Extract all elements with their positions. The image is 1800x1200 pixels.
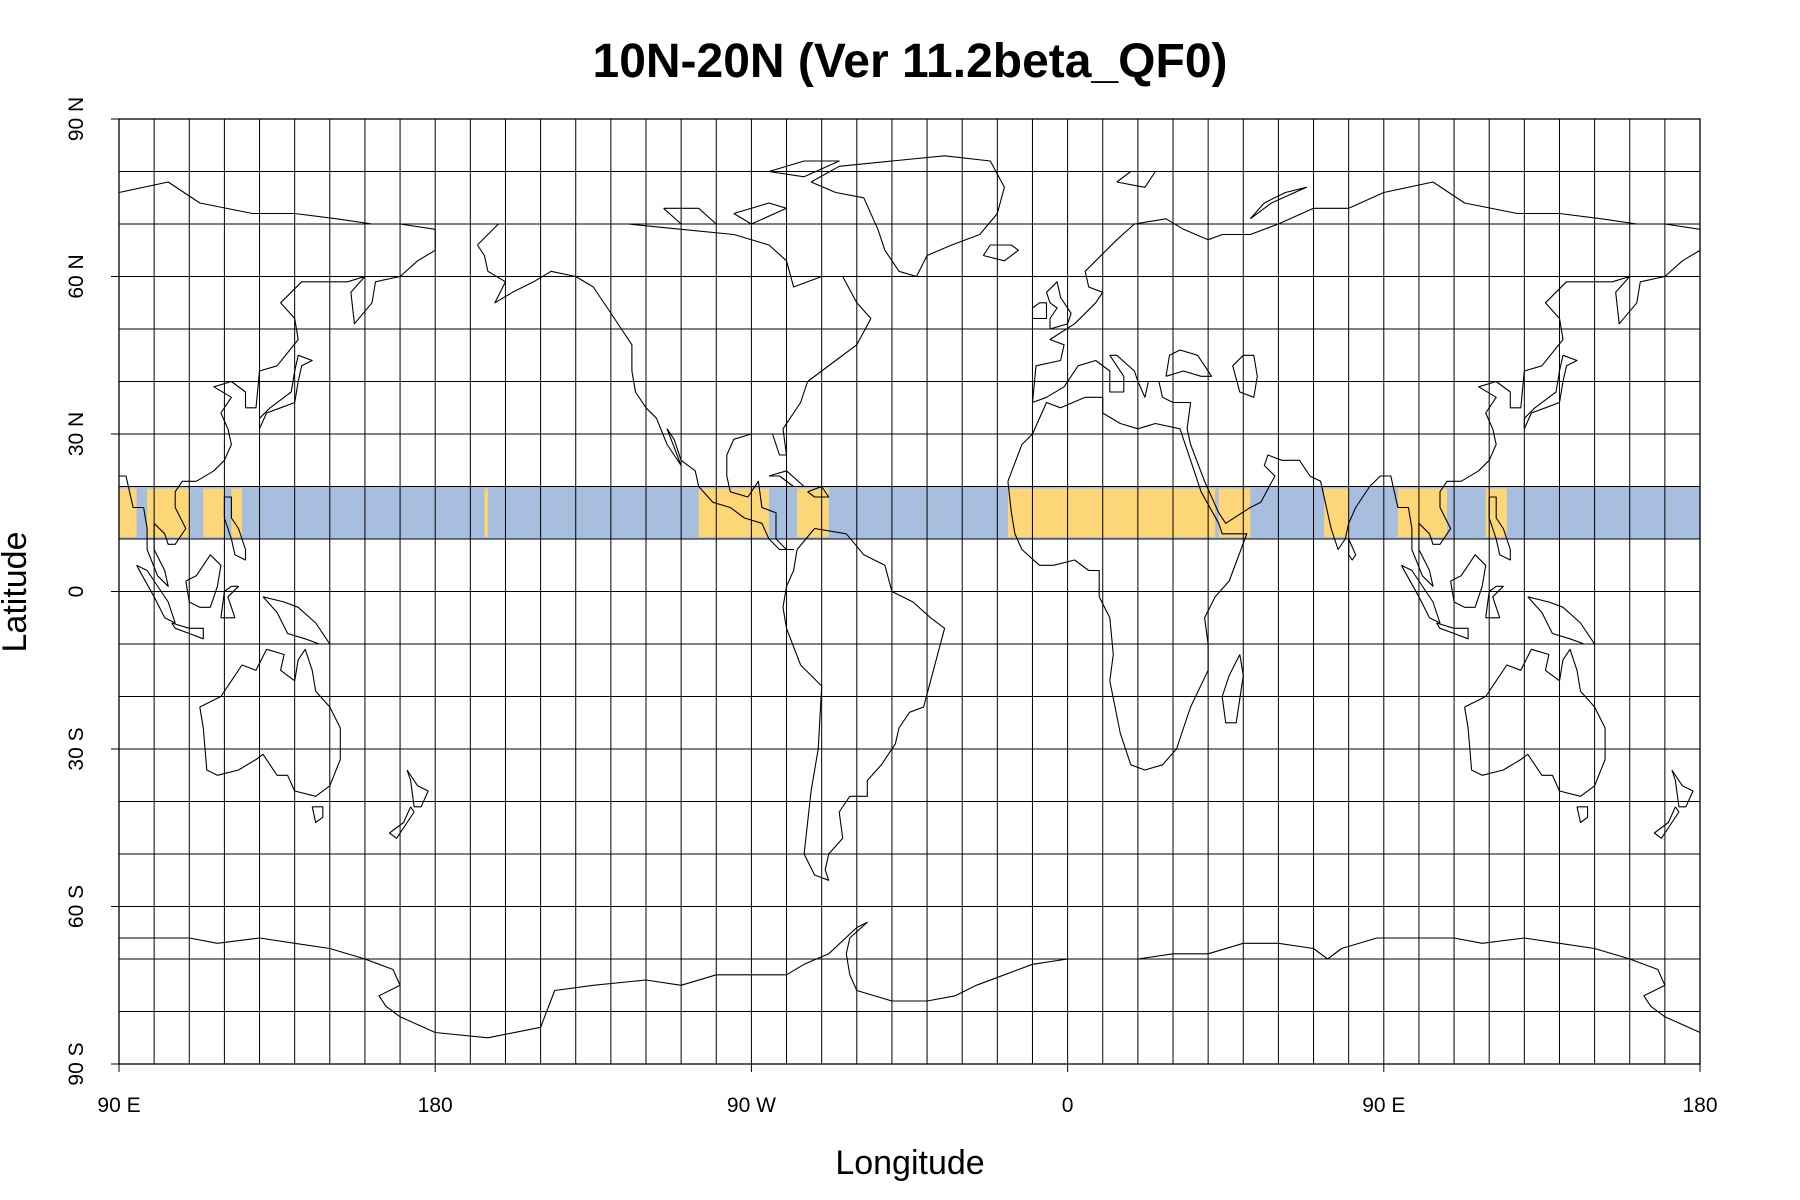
- coastline-path: [1031, 181, 1700, 587]
- band-land: [119, 488, 137, 537]
- y-axis-ticks: 90 N 60 N 30 N 0 30 S 60 S 90 S: [65, 97, 119, 1086]
- coastline-path: [258, 354, 313, 430]
- coastline-path: [220, 585, 240, 619]
- coastline-path: [1450, 554, 1487, 608]
- coastline-path: [1671, 769, 1694, 808]
- coastline-path: [733, 202, 788, 225]
- coastline-path: [136, 564, 176, 624]
- y-tick-label: 90 N: [65, 97, 88, 141]
- coastline-path: [768, 470, 805, 488]
- coastline-path: [84, 539, 91, 560]
- latitude-band: [119, 486, 1700, 539]
- coastline-path: [1488, 496, 1511, 561]
- coastline-path: [1464, 648, 1606, 797]
- coastline-path: [1527, 596, 1596, 645]
- y-tick-label: 90 S: [65, 1042, 88, 1085]
- band-land: [231, 488, 242, 537]
- coastline-path: [1045, 281, 1072, 330]
- coastline-path: [1576, 806, 1589, 824]
- y-axis-title: Latitude: [0, 532, 34, 653]
- coastline-path: [1485, 585, 1504, 619]
- coastline-path: [807, 485, 830, 498]
- band-land: [698, 488, 769, 537]
- x-axis-ticks: 90 E 180 90 W 0 90 E 180: [97, 1064, 1718, 1117]
- coastline-path: [782, 527, 946, 881]
- coastline-path: [1165, 349, 1213, 377]
- coastline-path: [1116, 170, 1156, 188]
- coastline-path: [810, 155, 1005, 278]
- coastline-path: [663, 207, 717, 225]
- y-tick-label: 30 N: [65, 412, 88, 456]
- y-tick-label: 60 N: [65, 254, 88, 298]
- band-land: [1324, 488, 1349, 537]
- coastline-path: [388, 806, 415, 839]
- coastline-path: [223, 496, 247, 561]
- band-land: [484, 488, 488, 537]
- x-axis-title: Longitude: [835, 1144, 984, 1182]
- graticule: [118, 118, 1701, 1065]
- x-tick-label: 90 E: [1362, 1094, 1405, 1117]
- coastline-path: [119, 937, 436, 1034]
- x-tick-label: 180: [1682, 1094, 1717, 1117]
- y-tick-label: 0: [65, 586, 88, 598]
- map-title: 10N-20N (Ver 11.2beta_QF0): [593, 35, 1228, 88]
- coastline-path: [1400, 564, 1441, 624]
- coastline-path: [1031, 302, 1048, 320]
- coastline-path: [1007, 396, 1248, 771]
- coastline-path: [1249, 186, 1308, 220]
- coastline-path: [171, 622, 204, 640]
- y-tick-label: 60 S: [65, 885, 88, 928]
- coastline-path: [311, 806, 324, 824]
- coastline-path: [982, 244, 1019, 262]
- band-land: [1007, 488, 1216, 537]
- band-land: [147, 488, 190, 537]
- coastline-path: [262, 596, 331, 645]
- band-land: [203, 488, 225, 537]
- coastline-path: [406, 769, 429, 808]
- band-land: [1397, 488, 1448, 537]
- coastline-path: [476, 223, 872, 551]
- band-land: [1218, 488, 1251, 537]
- coastline-path: [119, 181, 436, 587]
- x-tick-label: 90 E: [97, 1094, 140, 1117]
- x-tick-label: 180: [418, 1094, 453, 1117]
- coastline-path: [1232, 354, 1258, 398]
- coastline-path: [185, 554, 222, 608]
- coastline-path: [1436, 622, 1469, 640]
- coastline-path: [1221, 654, 1244, 724]
- coastline-path: [1523, 354, 1578, 430]
- x-tick-label: 0: [1062, 1094, 1074, 1117]
- coastline-path: [0, 187, 42, 219]
- coastlines: [0, 155, 1700, 1039]
- x-tick-label: 90 W: [727, 1094, 776, 1117]
- coastline-path: [1653, 806, 1680, 839]
- coastline-path: [199, 648, 341, 797]
- coastline-path: [768, 160, 840, 178]
- coastline-path: [435, 921, 1700, 1039]
- y-tick-label: 30 S: [65, 727, 88, 770]
- band-ocean: [119, 486, 1700, 539]
- coastline-path: [1348, 538, 1357, 561]
